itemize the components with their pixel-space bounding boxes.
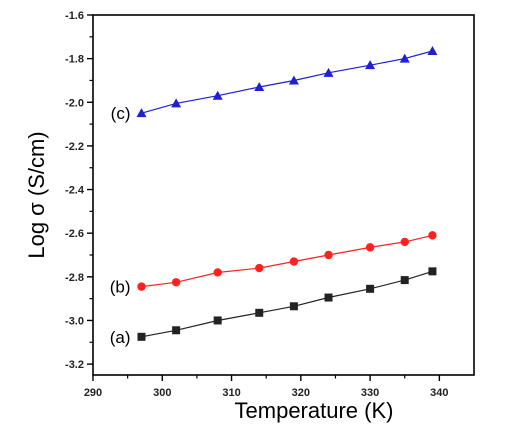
data-point (428, 231, 437, 240)
series-label: (a) (110, 328, 131, 347)
data-point (365, 243, 375, 252)
series-line (141, 234, 433, 288)
y-tick-label: -1.6 (65, 10, 84, 22)
data-point (365, 60, 376, 70)
data-point (255, 263, 264, 273)
data-point (288, 75, 299, 85)
data-point (137, 332, 146, 341)
x-tick-label: 320 (292, 387, 310, 399)
data-point (172, 326, 181, 335)
series-label: (b) (110, 278, 131, 297)
data-point (427, 46, 438, 55)
series-label: (c) (111, 104, 131, 123)
data-point (136, 108, 147, 118)
y-tick-label: -2.8 (65, 272, 84, 284)
data-point (171, 278, 181, 287)
data-point (171, 98, 182, 108)
y-tick-label: -1.8 (65, 54, 84, 66)
y-axis-title: Log σ (S/cm) (24, 131, 49, 258)
plot-frame (92, 14, 475, 376)
data-point (213, 316, 222, 325)
data-point (323, 67, 334, 77)
x-axis-title: Temperature (K) (235, 398, 394, 423)
y-tick-label: -2.6 (65, 228, 84, 240)
series-line (141, 50, 433, 114)
x-tick-label: 300 (153, 387, 171, 399)
series-labels: (a) (b) (c) (110, 104, 131, 347)
y-tick-label: -2.0 (65, 97, 84, 109)
data-point (254, 82, 265, 91)
x-tick-label: 330 (361, 387, 379, 399)
x-tick-label: 340 (430, 387, 448, 399)
x-tick-label: 290 (84, 387, 102, 399)
x-tick-label: 310 (222, 387, 240, 399)
tick-group: 290 300 310 320 330 340 -3.2 -3.0 -2.8 -2.6 -2.4 -2… (65, 10, 449, 399)
data-point (213, 268, 222, 277)
data-point (289, 302, 298, 311)
y-tick-label: -3.2 (65, 359, 84, 371)
data-point (324, 293, 333, 302)
y-tick-label: -2.2 (65, 141, 84, 153)
data-point (137, 282, 146, 291)
data-point (399, 53, 410, 63)
data-point (400, 276, 409, 285)
data-point (400, 237, 409, 247)
series-group (136, 46, 438, 341)
y-tick-label: -2.4 (65, 185, 85, 197)
y-tick-label: -3.0 (65, 315, 84, 327)
series-line (141, 270, 433, 338)
data-point (212, 90, 223, 100)
data-point (324, 250, 333, 260)
data-point (255, 308, 264, 317)
data-point (366, 284, 375, 293)
data-point (289, 257, 299, 266)
data-point (428, 267, 437, 276)
